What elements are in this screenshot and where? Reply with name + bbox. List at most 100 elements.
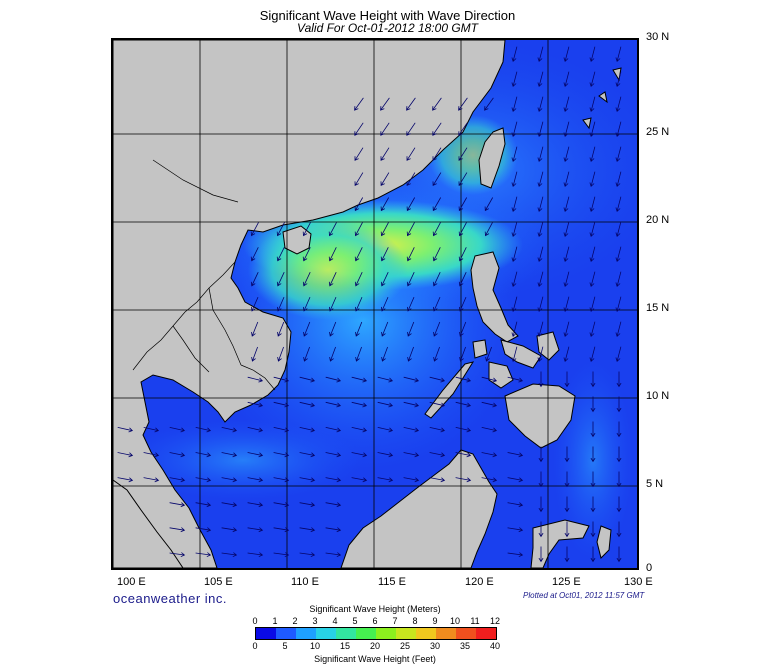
wave-direction-arrow bbox=[250, 222, 259, 237]
wave-direction-arrow bbox=[354, 122, 364, 136]
wave-direction-arrow bbox=[537, 196, 544, 213]
wave-height-map bbox=[111, 38, 639, 570]
wave-direction-arrow bbox=[117, 427, 134, 433]
wave-direction-arrow bbox=[538, 371, 544, 388]
colorbar-feet-tick: 10 bbox=[309, 641, 320, 651]
wave-direction-arrow bbox=[247, 502, 264, 508]
wave-direction-arrow bbox=[538, 496, 544, 513]
colorbar-segment bbox=[356, 628, 377, 639]
colorbar-feet-tick: 35 bbox=[459, 641, 470, 651]
sumatra bbox=[113, 479, 184, 568]
wave-direction-arrow bbox=[455, 477, 472, 483]
colorbar-meter-tick: 1 bbox=[272, 616, 278, 626]
wave-direction-arrow bbox=[432, 147, 442, 161]
lon-label-105e: 105 E bbox=[204, 576, 233, 588]
wave-direction-arrow bbox=[169, 527, 186, 533]
wave-direction-arrow bbox=[537, 171, 544, 188]
wave-direction-arrow bbox=[538, 471, 544, 488]
wave-direction-arrow bbox=[273, 452, 290, 458]
wave-direction-arrow bbox=[403, 477, 420, 483]
wave-direction-arrow bbox=[273, 527, 290, 533]
wave-direction-arrow bbox=[590, 521, 596, 538]
wave-direction-arrow bbox=[303, 296, 311, 312]
wave-direction-arrow bbox=[616, 371, 622, 388]
wave-direction-arrow bbox=[355, 346, 362, 362]
wave-direction-arrow bbox=[377, 452, 394, 458]
colorbar-segment bbox=[296, 628, 317, 639]
wave-direction-arrow bbox=[407, 321, 415, 337]
wave-direction-arrow bbox=[380, 247, 389, 262]
wave-direction-arrow bbox=[538, 546, 544, 563]
wave-direction-arrow bbox=[302, 272, 311, 287]
wave-direction-arrow bbox=[299, 427, 316, 433]
wave-direction-arrow bbox=[589, 321, 596, 338]
wave-direction-arrow bbox=[615, 271, 622, 288]
wave-direction-arrow bbox=[195, 552, 212, 558]
wave-direction-arrow bbox=[325, 427, 342, 433]
wave-direction-arrow bbox=[195, 527, 212, 533]
wave-direction-arrow bbox=[380, 97, 390, 111]
wave-direction-arrow bbox=[221, 477, 238, 483]
wave-direction-arrow bbox=[403, 452, 420, 458]
wave-direction-arrow bbox=[221, 452, 238, 458]
wave-direction-arrow bbox=[247, 427, 264, 433]
wave-direction-arrow bbox=[406, 197, 416, 212]
wave-direction-arrow bbox=[143, 452, 160, 458]
wave-direction-arrow bbox=[329, 296, 337, 312]
wave-direction-arrow bbox=[589, 171, 596, 188]
wave-direction-arrow bbox=[511, 271, 518, 288]
colorbar-feet-tick: 15 bbox=[339, 641, 350, 651]
wave-direction-arrow bbox=[616, 421, 622, 438]
wave-direction-arrow bbox=[299, 376, 316, 383]
wave-direction-arrow bbox=[407, 296, 415, 312]
wave-direction-arrow bbox=[616, 546, 622, 563]
wave-direction-arrow bbox=[615, 321, 622, 338]
colorbar-segment bbox=[376, 628, 397, 639]
wave-direction-arrow bbox=[251, 321, 259, 337]
wave-direction-arrow bbox=[355, 321, 363, 337]
wave-direction-arrow bbox=[589, 221, 596, 238]
wave-direction-arrow bbox=[325, 477, 342, 483]
wave-direction-arrow bbox=[458, 147, 468, 161]
map-subtitle: Valid For Oct-01-2012 18:00 GMT bbox=[297, 21, 478, 35]
wave-direction-arrow bbox=[590, 496, 596, 513]
wave-direction-arrow bbox=[247, 527, 264, 533]
colorbar-meter-tick: 2 bbox=[292, 616, 298, 626]
wave-direction-arrow bbox=[302, 222, 311, 237]
lon-label-130e: 130 E bbox=[624, 576, 653, 588]
wave-direction-arrow bbox=[355, 296, 363, 312]
wave-direction-arrow bbox=[589, 146, 596, 163]
colorbar-feet-tick: 30 bbox=[429, 641, 440, 651]
wave-direction-arrow bbox=[537, 246, 544, 263]
wave-direction-arrow bbox=[377, 477, 394, 483]
wave-direction-arrow bbox=[564, 546, 570, 563]
wave-direction-arrow bbox=[458, 272, 467, 287]
wave-direction-arrow bbox=[276, 272, 285, 287]
wave-direction-arrow bbox=[143, 427, 160, 433]
wave-direction-arrow bbox=[537, 346, 544, 363]
wave-direction-arrow bbox=[563, 346, 570, 363]
wave-direction-arrow bbox=[511, 196, 518, 213]
wave-direction-arrow bbox=[273, 376, 290, 383]
wave-direction-arrow bbox=[615, 221, 622, 238]
wave-direction-arrow bbox=[615, 246, 622, 263]
wave-direction-arrow bbox=[380, 122, 390, 136]
wave-direction-arrow bbox=[537, 96, 544, 113]
wave-direction-arrow bbox=[406, 272, 415, 287]
wave-direction-arrow bbox=[538, 446, 544, 463]
wave-direction-arrow bbox=[458, 122, 468, 136]
lat-label-0: 0 bbox=[646, 562, 653, 574]
wave-direction-arrow bbox=[590, 546, 596, 563]
wave-direction-arrow bbox=[563, 271, 570, 288]
wave-direction-arrow bbox=[277, 321, 285, 337]
wave-direction-arrow bbox=[380, 222, 389, 237]
wave-direction-arrow bbox=[250, 272, 259, 287]
wave-direction-arrow bbox=[195, 427, 212, 433]
wave-direction-arrow bbox=[615, 146, 622, 163]
wave-direction-arrow bbox=[615, 121, 622, 138]
wave-direction-arrow bbox=[406, 172, 416, 187]
wave-direction-arrow bbox=[455, 452, 472, 458]
graticule bbox=[113, 40, 637, 568]
wave-direction-arrow bbox=[563, 196, 570, 213]
wave-direction-arrow bbox=[221, 552, 238, 558]
